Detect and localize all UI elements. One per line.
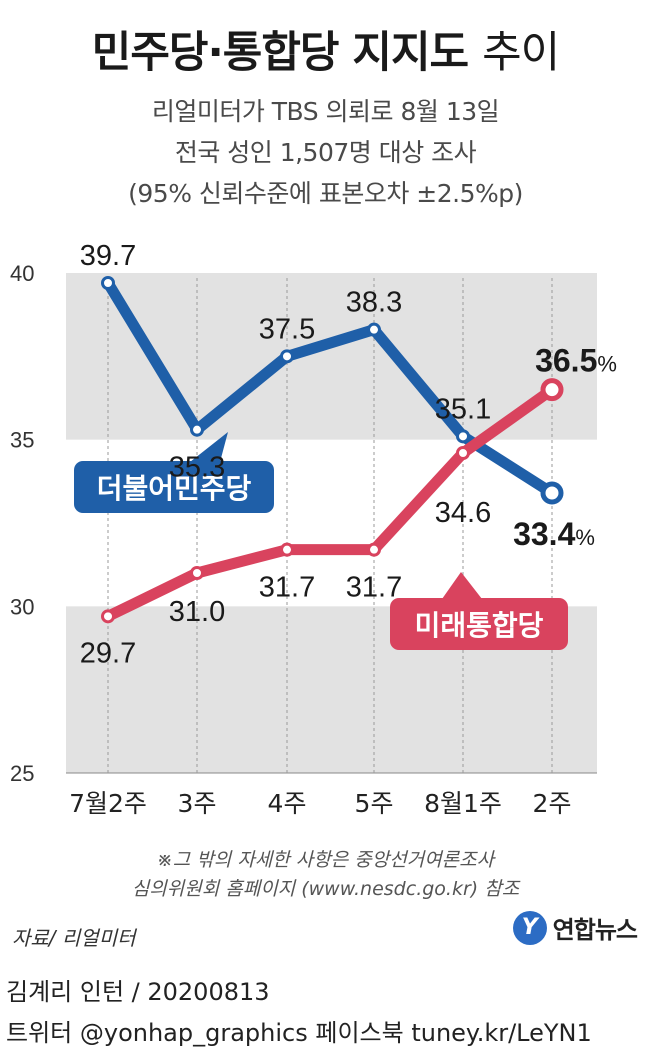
series-0-point-3 [367, 322, 381, 337]
legend-box-dem [74, 461, 274, 513]
x-tick-label-2: 4주 [268, 789, 307, 818]
chart-grid [107, 278, 553, 773]
x-tick-label-5: 2주 [533, 789, 572, 818]
series-0-point-2 [280, 349, 294, 364]
legend-box-upp [390, 598, 568, 650]
y-axis: 25 30 35 40 [10, 261, 34, 786]
legend-pointer-upp [442, 572, 482, 599]
upp-value-label-2: 31.7 [259, 572, 315, 604]
legend-label-dem: 더불어민주당 [97, 472, 252, 505]
series-1-point-3 [367, 542, 381, 557]
series-1-point-0 [101, 609, 115, 624]
chart-title: 민주당·통합당 지지도 추이 [0, 18, 651, 80]
footer: 김계리 인턴 / 20200813 트위터 @yonhap_graphics 페… [0, 958, 651, 1051]
note-line-1: ※그 밖의 자세한 사항은 중앙선거여론조사 [156, 849, 495, 871]
series-1-point-5 [540, 378, 564, 402]
legend-label-upp: 미래통합당 [415, 609, 544, 642]
subtitle-line-1: 리얼미터가 TBS 의뢰로 8월 13일 [151, 97, 500, 126]
yonhap-logo-text: 연합뉴스 [552, 916, 638, 944]
footer-social: 트위터 @yonhap_graphics 페이스북 tuney.kr/LeYN1 [6, 1019, 592, 1047]
series-1-point-2 [280, 542, 294, 557]
upp-value-unit: % [597, 352, 617, 377]
dem-value-label-2: 37.5 [259, 313, 315, 345]
series-line-1 [102, 384, 558, 622]
chart-lines [101, 276, 564, 624]
note-line-2: 심의위원회 홈페이지 (www.nesdc.go.kr) 참조 [131, 878, 520, 900]
series-0-point-0 [101, 276, 115, 290]
title-thin: 추이 [482, 28, 560, 78]
footer-credit: 김계리 인턴 / 20200813 [6, 978, 270, 1006]
series-1-point-1 [190, 566, 204, 580]
series-0-point-4 [456, 429, 470, 444]
dem-value-label-5: 33.4% [513, 516, 595, 552]
title-bold: 민주당·통합당 지지도 [91, 28, 469, 78]
yonhap-logo: Y 연합뉴스 [512, 910, 638, 945]
upp-value-label-4: 34.6 [435, 497, 491, 529]
data-labels: 39.7 35.3 37.5 38.3 35.1 33.4% 29.7 31.0 31.7 31.… [80, 240, 617, 669]
x-tick-label-4: 8월1주 [424, 789, 502, 818]
upp-value-label-0: 29.7 [80, 637, 136, 669]
x-tick-label-0: 7월2주 [69, 789, 147, 818]
y-tick-label-3: 40 [10, 261, 34, 286]
dem-value-label-3: 38.3 [346, 287, 402, 319]
upp-value-label-5: 36.5% [535, 343, 617, 379]
subtitle-line-3: (95% 신뢰수준에 표본오차 ±2.5%p) [128, 179, 523, 208]
y-tick-label-1: 30 [10, 594, 34, 619]
source-label: 자료/ 리얼미터 [12, 926, 136, 950]
x-tick-label-1: 3주 [178, 789, 217, 818]
legend-pointer-dem [190, 432, 228, 462]
y-tick-label-2: 35 [10, 428, 34, 453]
series-1-point-4 [456, 446, 470, 460]
x-tick-label-3: 5주 [355, 789, 394, 818]
dem-value-label-0: 39.7 [80, 240, 136, 272]
dem-value-unit: % [575, 525, 595, 550]
upp-value-label-3: 31.7 [346, 572, 402, 604]
x-axis: 7월2주 3주 4주 5주 8월1주 2주 [69, 789, 571, 818]
subtitle-line-2: 전국 성인 1,507명 대상 조사 [174, 138, 477, 167]
series-0-point-1 [190, 422, 204, 437]
upp-value-label-1: 31.0 [169, 596, 225, 628]
series-0-point-5 [540, 481, 564, 505]
dem-value-label-1: 35.3 [169, 452, 225, 484]
yonhap-logo-icon: Y [512, 910, 547, 945]
dem-value-label-4: 35.1 [435, 393, 491, 425]
y-tick-label-0: 25 [10, 761, 34, 786]
